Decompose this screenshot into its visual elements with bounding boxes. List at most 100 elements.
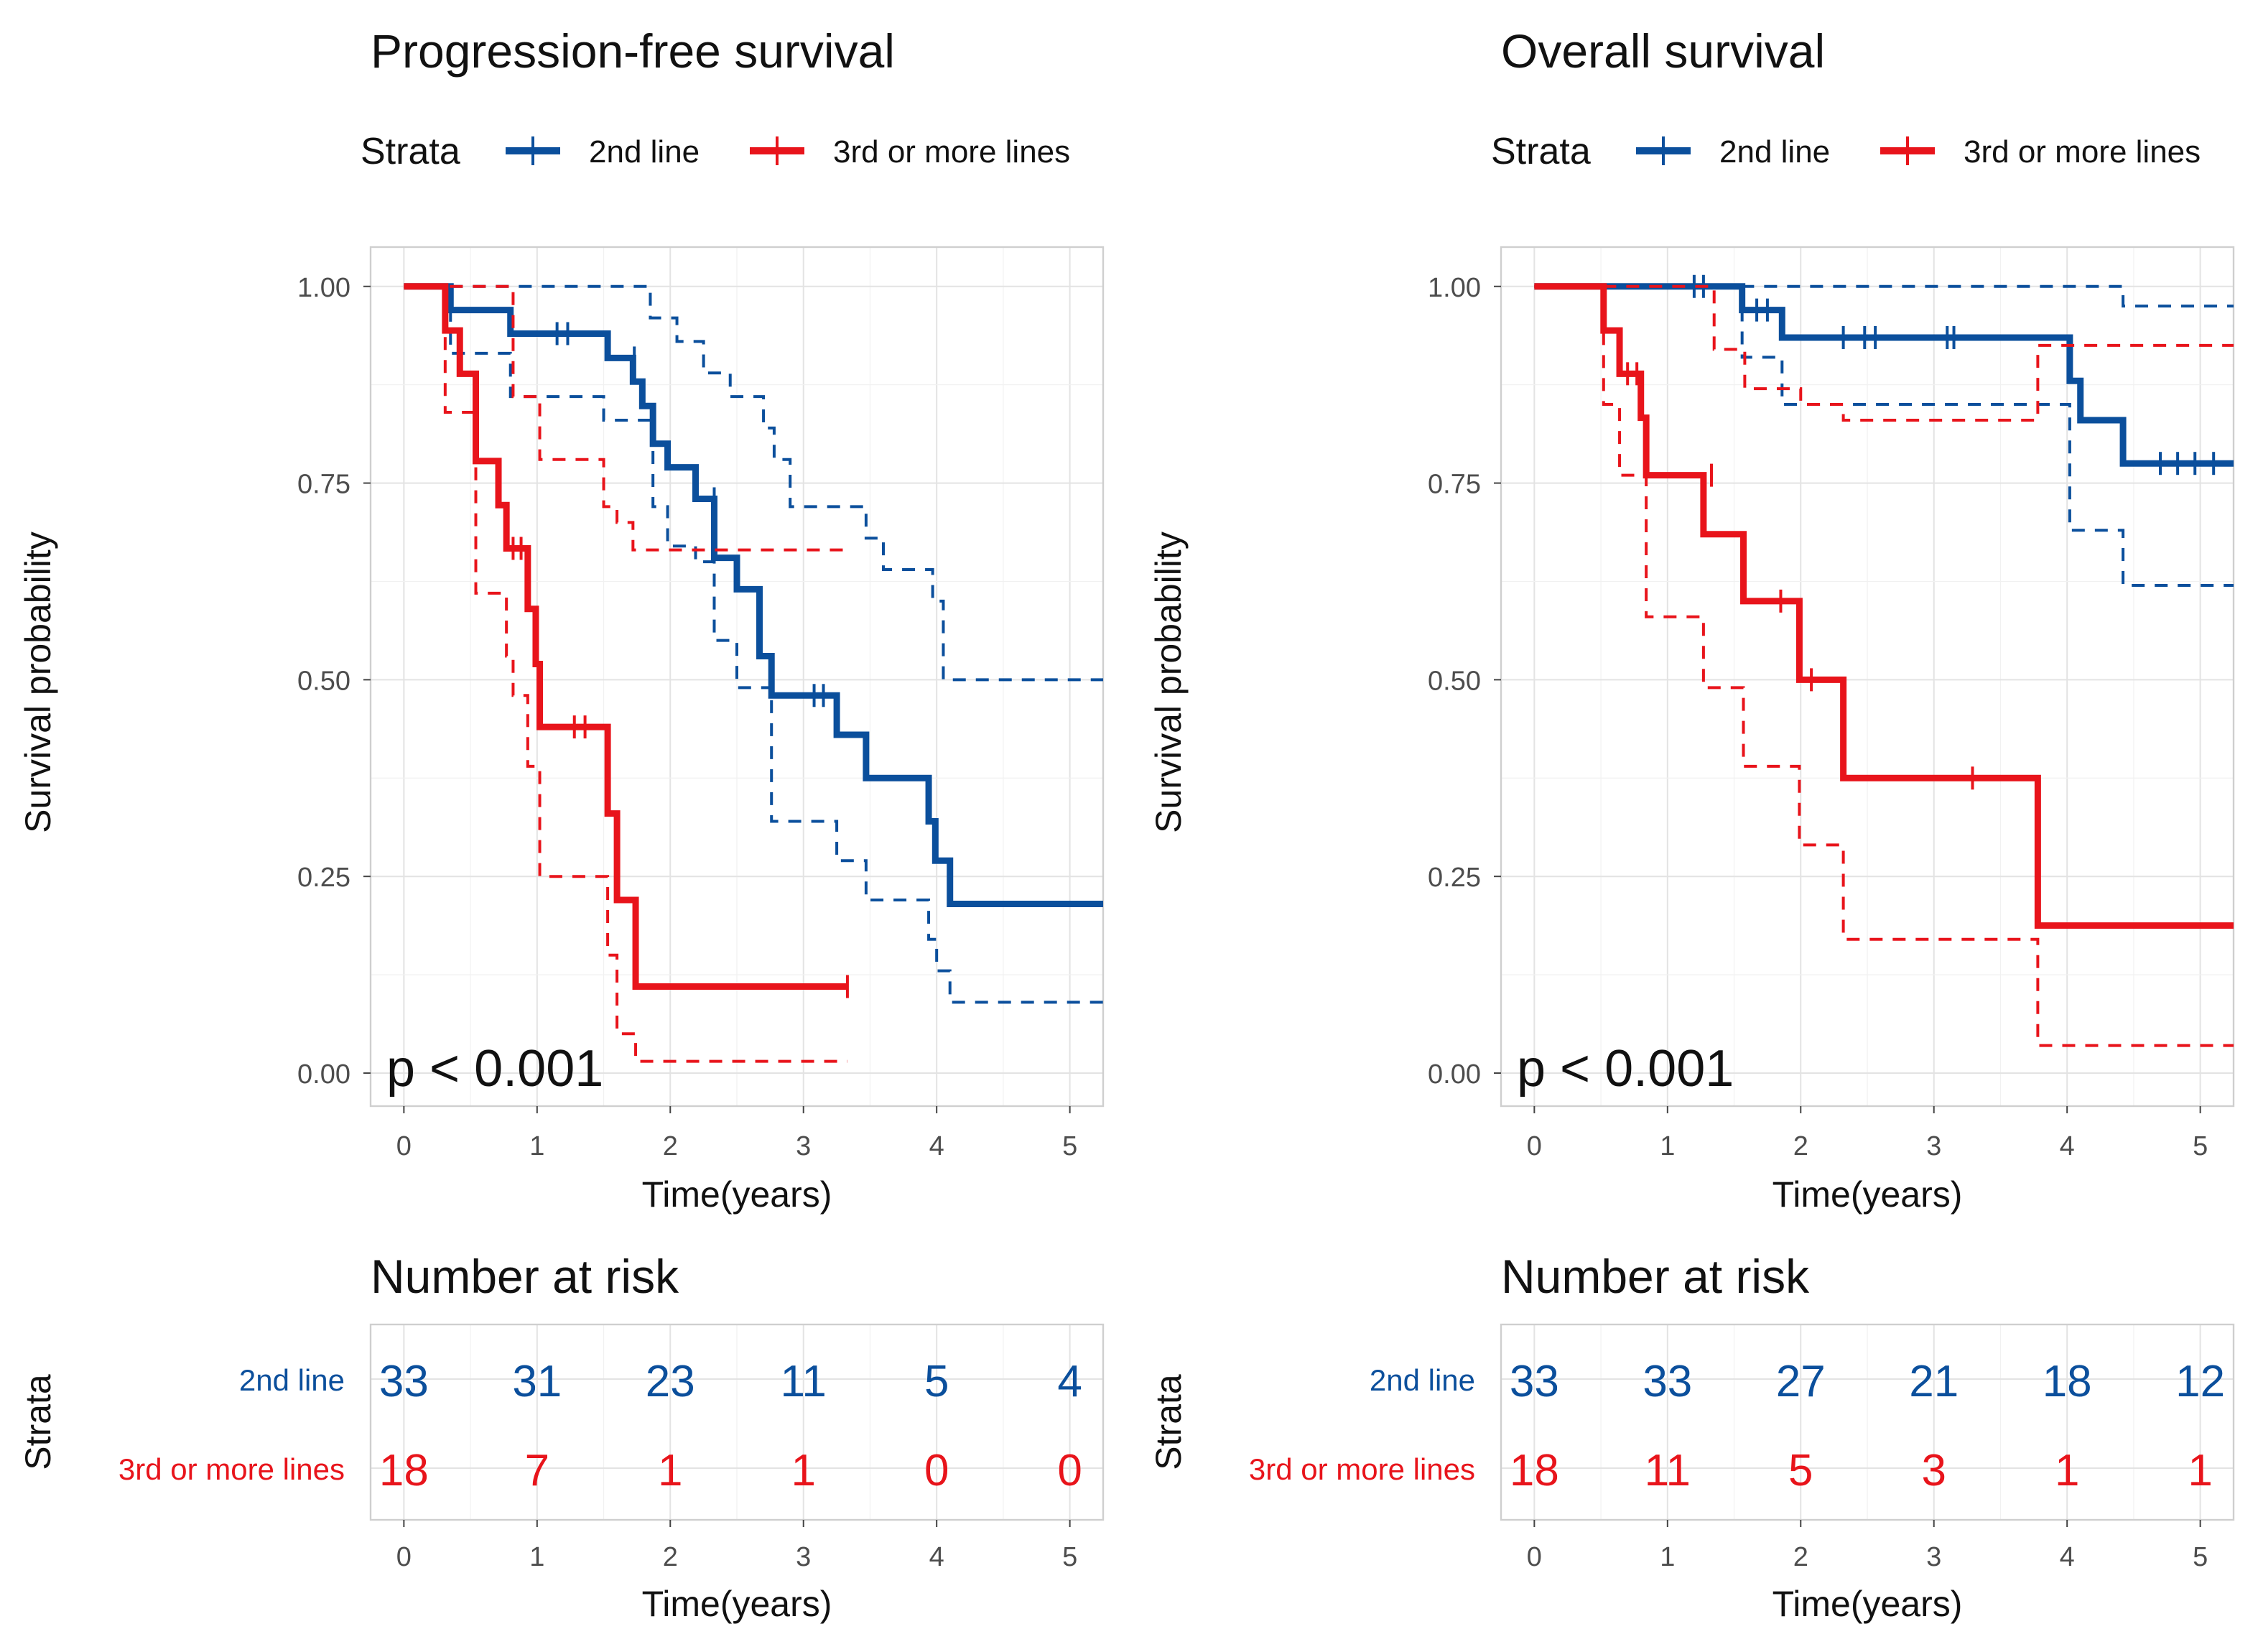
x-tick-label: 0 (396, 1542, 412, 1572)
x-tick-label: 2 (663, 1542, 678, 1572)
y-tick-label: 0.00 (297, 1059, 350, 1090)
x-tick-label: 4 (929, 1542, 944, 1572)
ci-upper-line (404, 284, 847, 552)
x-tick-label: 1 (1660, 1131, 1675, 1161)
risk-count: 11 (781, 1357, 827, 1406)
legend-entry: 2nd line (1719, 134, 1830, 170)
y-tick-label: 0.25 (1428, 863, 1481, 893)
risk-count: 33 (1643, 1357, 1692, 1406)
x-tick-label: 0 (1527, 1542, 1542, 1572)
x-tick-label: 1 (529, 1131, 544, 1161)
risk-y-axis-label: Strata (18, 1374, 58, 1470)
risk-count: 7 (525, 1446, 549, 1495)
x-tick-label: 4 (2060, 1542, 2075, 1572)
ci-upper-line (1534, 284, 2234, 308)
x-tick-label: 2 (1793, 1542, 1808, 1572)
survival-curve (404, 283, 1103, 908)
y-tick-label: 1.00 (1428, 273, 1481, 303)
legend-entry: 2nd line (589, 134, 700, 170)
series-third-or-more-lines (1534, 283, 2234, 1047)
risk-count: 4 (1057, 1357, 1082, 1406)
legend-entry: 3rd or more lines (833, 134, 1070, 170)
risk-x-axis-label: Time(years) (642, 1584, 832, 1624)
ci-lower-line (1534, 284, 2234, 1047)
survival-curve (1534, 283, 2234, 467)
legend: Strata 2nd line 3rd or more lines (1491, 131, 2201, 172)
x-tick-label: 0 (396, 1131, 412, 1161)
risk-row-label: 3rd or more lines (119, 1452, 345, 1486)
km-plot-pfs: Progression-free survival Strata 2nd line 3… (18, 24, 1105, 1624)
risk-count: 5 (924, 1357, 949, 1406)
risk-count: 11 (1645, 1446, 1691, 1495)
risk-count: 1 (2188, 1446, 2212, 1495)
y-tick-label: 0.75 (1428, 470, 1481, 500)
risk-count: 31 (512, 1357, 562, 1406)
y-tick-label: 0.50 (1428, 666, 1481, 696)
series-second-line (404, 283, 1103, 1004)
legend: Strata 2nd line 3rd or more lines (361, 131, 1070, 172)
x-tick-label: 3 (1926, 1131, 1941, 1161)
x-tick-label: 4 (2060, 1131, 2075, 1161)
risk-table-title: Number at risk (1501, 1250, 1810, 1303)
y-tick-label: 0.50 (297, 666, 350, 696)
risk-count: 33 (379, 1357, 429, 1406)
risk-count: 18 (2043, 1357, 2092, 1406)
risk-count: 18 (1510, 1446, 1559, 1495)
x-tick-label: 2 (663, 1131, 678, 1161)
plot-frame (1500, 246, 2235, 1108)
p-value-annotation: p < 0.001 (1517, 1040, 1734, 1098)
chart-title: Overall survival (1501, 24, 1825, 78)
risk-count: 18 (379, 1446, 429, 1495)
legend-title: Strata (361, 131, 460, 172)
y-axis-label: Survival probability (1148, 532, 1189, 833)
km-plot-os: Overall survival Strata 2nd line 3rd or mor… (1148, 24, 2235, 1624)
legend-entry: 3rd or more lines (1964, 134, 2201, 170)
survival-curve (1534, 283, 2234, 929)
ci-lower-line (404, 284, 1103, 1004)
x-axis-label: Time(years) (642, 1174, 832, 1215)
x-tick-label: 4 (929, 1131, 944, 1161)
x-tick-label: 5 (2193, 1131, 2208, 1161)
y-tick-label: 1.00 (297, 273, 350, 303)
risk-count: 5 (1788, 1446, 1813, 1495)
y-tick-label: 0.00 (1428, 1059, 1481, 1090)
ci-lower-line (404, 284, 847, 1063)
x-axis-label: Time(years) (1773, 1174, 1963, 1215)
risk-table-title: Number at risk (371, 1250, 679, 1303)
survival-curve (404, 283, 847, 990)
x-tick-label: 5 (1062, 1131, 1077, 1161)
x-tick-label: 5 (2193, 1542, 2208, 1572)
x-tick-label: 1 (529, 1542, 544, 1572)
risk-count: 0 (1057, 1446, 1082, 1495)
y-tick-label: 0.75 (297, 470, 350, 500)
y-axis-label: Survival probability (18, 532, 58, 833)
x-tick-label: 2 (1793, 1131, 1808, 1161)
chart-title: Progression-free survival (371, 24, 895, 78)
risk-x-axis-label: Time(years) (1773, 1584, 1963, 1624)
ci-upper-line (404, 284, 1103, 682)
risk-count: 0 (924, 1446, 949, 1495)
risk-count: 1 (2055, 1446, 2079, 1495)
x-tick-label: 3 (796, 1542, 811, 1572)
x-tick-label: 1 (1660, 1542, 1675, 1572)
risk-count: 3 (1921, 1446, 1946, 1495)
risk-row-label: 2nd line (1370, 1363, 1475, 1397)
series-second-line (1534, 274, 2234, 587)
risk-y-axis-label: Strata (1148, 1374, 1189, 1470)
risk-row-label: 3rd or more lines (1249, 1452, 1475, 1486)
p-value-annotation: p < 0.001 (386, 1040, 603, 1098)
risk-count: 12 (2175, 1357, 2225, 1406)
risk-count: 33 (1510, 1357, 1559, 1406)
risk-count: 21 (1909, 1357, 1959, 1406)
risk-count: 1 (791, 1446, 815, 1495)
x-tick-label: 5 (1062, 1542, 1077, 1572)
legend-title: Strata (1491, 131, 1591, 172)
risk-count: 27 (1776, 1357, 1826, 1406)
x-tick-label: 3 (796, 1131, 811, 1161)
ci-upper-line (1534, 284, 2234, 422)
x-tick-label: 3 (1926, 1542, 1941, 1572)
risk-count: 23 (646, 1357, 695, 1406)
